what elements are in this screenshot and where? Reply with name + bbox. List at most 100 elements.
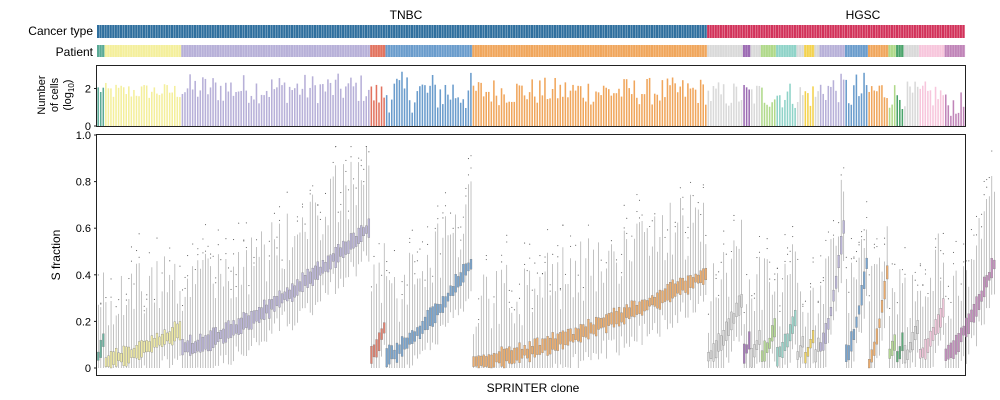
box-outlier [225, 238, 227, 240]
patient-cell [158, 45, 161, 57]
cells-bar [896, 95, 899, 126]
box-iqr [796, 351, 799, 360]
box-outlier [350, 146, 352, 148]
box-iqr [623, 307, 626, 325]
patient-cell [497, 45, 501, 57]
box-outlier [210, 257, 212, 259]
cells-bar [929, 90, 932, 126]
box-iqr [781, 342, 784, 358]
box-iqr [349, 233, 353, 250]
patient-cell [349, 45, 353, 57]
box-outlier [720, 261, 722, 263]
box-outlier [861, 236, 863, 238]
box-iqr [160, 333, 164, 347]
patient-cell [898, 45, 902, 57]
box-outlier [207, 245, 209, 247]
patient-cell [107, 45, 110, 57]
patient-cell [939, 45, 943, 57]
box-outlier [562, 224, 564, 226]
box-iqr [824, 323, 827, 344]
box-outlier [427, 243, 429, 246]
patient-cell [704, 45, 708, 57]
cells-bar [712, 85, 715, 126]
box-outlier [544, 256, 546, 258]
patient-cell [352, 45, 355, 57]
box-iqr [434, 303, 437, 324]
cells-bar [648, 77, 651, 126]
box-iqr [495, 353, 498, 363]
box-outlier [822, 280, 824, 282]
cells-bar [360, 75, 362, 126]
patient-cell [880, 45, 884, 57]
patient-cell [492, 45, 496, 57]
patient-cell [875, 45, 879, 57]
cells-bar [779, 95, 781, 126]
box-outlier [115, 306, 117, 308]
box-iqr [878, 318, 881, 328]
cells-bar [957, 112, 960, 126]
box-iqr [788, 324, 792, 342]
patient-cell [436, 45, 440, 57]
cells-bar [500, 88, 503, 126]
cells-bar [498, 105, 500, 126]
patient-cell [832, 45, 835, 57]
patient-cell [176, 45, 179, 57]
patient-cell [132, 45, 136, 57]
cells-bar [158, 95, 161, 126]
patient-cell [398, 45, 401, 57]
box-iqr [610, 312, 613, 325]
box-outlier [866, 216, 868, 219]
patient-cell [140, 45, 144, 57]
box-outlier [401, 293, 403, 296]
patient-cell [648, 45, 652, 57]
patient-cell [602, 45, 606, 57]
box-iqr [107, 355, 110, 367]
patient-cell [561, 45, 565, 57]
box-iqr [929, 330, 932, 347]
box-outlier [850, 237, 852, 240]
box-outlier [960, 283, 962, 285]
box-outlier [230, 288, 232, 290]
box-iqr [224, 322, 228, 343]
patient-cell [857, 45, 861, 57]
cells-bar [444, 84, 447, 126]
patient-cell [663, 45, 667, 57]
box-iqr [452, 286, 455, 296]
box-outlier [378, 243, 380, 245]
s-fraction-ylabel: S fraction [49, 230, 63, 281]
cells-bar [850, 104, 853, 126]
cells-bar [840, 73, 842, 126]
cells-bar [424, 85, 426, 126]
patient-cell [515, 45, 519, 57]
box-outlier [296, 220, 298, 222]
box-iqr [439, 304, 442, 313]
patient-cell [372, 45, 376, 57]
box-outlier [884, 243, 886, 245]
box-iqr [847, 345, 850, 361]
cells-bar [133, 89, 135, 126]
box-outlier [756, 257, 758, 259]
cells-bar [750, 89, 753, 126]
box-outlier [988, 177, 990, 179]
box-iqr [865, 257, 868, 269]
patient-cell [712, 45, 715, 57]
cells-bar [416, 91, 419, 126]
box-outlier [215, 277, 217, 279]
box-iqr [143, 341, 146, 353]
cells-bar [786, 91, 789, 126]
box-iqr [638, 301, 641, 314]
patient-cell [786, 45, 789, 57]
box-outlier [942, 253, 944, 255]
patient-cell [957, 45, 960, 57]
patient-cell [331, 45, 335, 57]
box-iqr [791, 316, 794, 334]
box-outlier [508, 301, 510, 303]
cells-bar [876, 91, 878, 126]
cells-bar [947, 105, 950, 126]
cells-bar [666, 78, 669, 126]
cells-bar [888, 107, 891, 126]
patient-cell [783, 45, 787, 57]
box-iqr [556, 333, 559, 351]
box-iqr [827, 318, 830, 330]
